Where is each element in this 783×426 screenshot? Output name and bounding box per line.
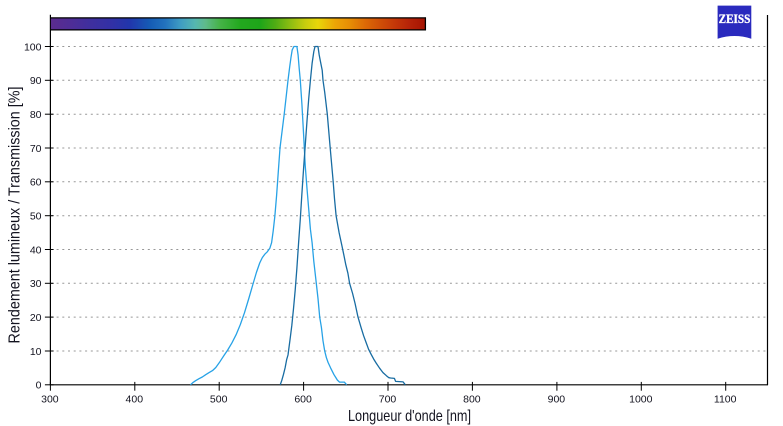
svg-text:Longueur d'onde [nm]: Longueur d'onde [nm] xyxy=(348,408,471,425)
svg-text:ZEISS: ZEISS xyxy=(719,12,751,26)
svg-text:10: 10 xyxy=(30,346,42,358)
svg-text:1100: 1100 xyxy=(714,394,737,406)
svg-text:300: 300 xyxy=(41,394,59,406)
svg-text:20: 20 xyxy=(30,312,42,324)
svg-text:900: 900 xyxy=(548,394,566,406)
svg-text:Rendement lumineux / Transmiss: Rendement lumineux / Transmission [%] xyxy=(7,87,24,344)
svg-text:400: 400 xyxy=(126,394,144,406)
svg-text:90: 90 xyxy=(30,75,42,87)
svg-text:0: 0 xyxy=(36,380,42,392)
svg-text:800: 800 xyxy=(463,394,481,406)
svg-text:1000: 1000 xyxy=(629,394,653,406)
svg-text:60: 60 xyxy=(30,177,42,189)
svg-text:50: 50 xyxy=(30,211,42,223)
svg-text:600: 600 xyxy=(294,394,312,406)
svg-text:70: 70 xyxy=(30,143,42,155)
svg-text:80: 80 xyxy=(30,109,42,121)
svg-text:40: 40 xyxy=(30,244,42,256)
svg-text:700: 700 xyxy=(379,394,397,406)
svg-text:30: 30 xyxy=(30,278,42,290)
svg-text:100: 100 xyxy=(24,41,42,53)
svg-text:500: 500 xyxy=(210,394,228,406)
